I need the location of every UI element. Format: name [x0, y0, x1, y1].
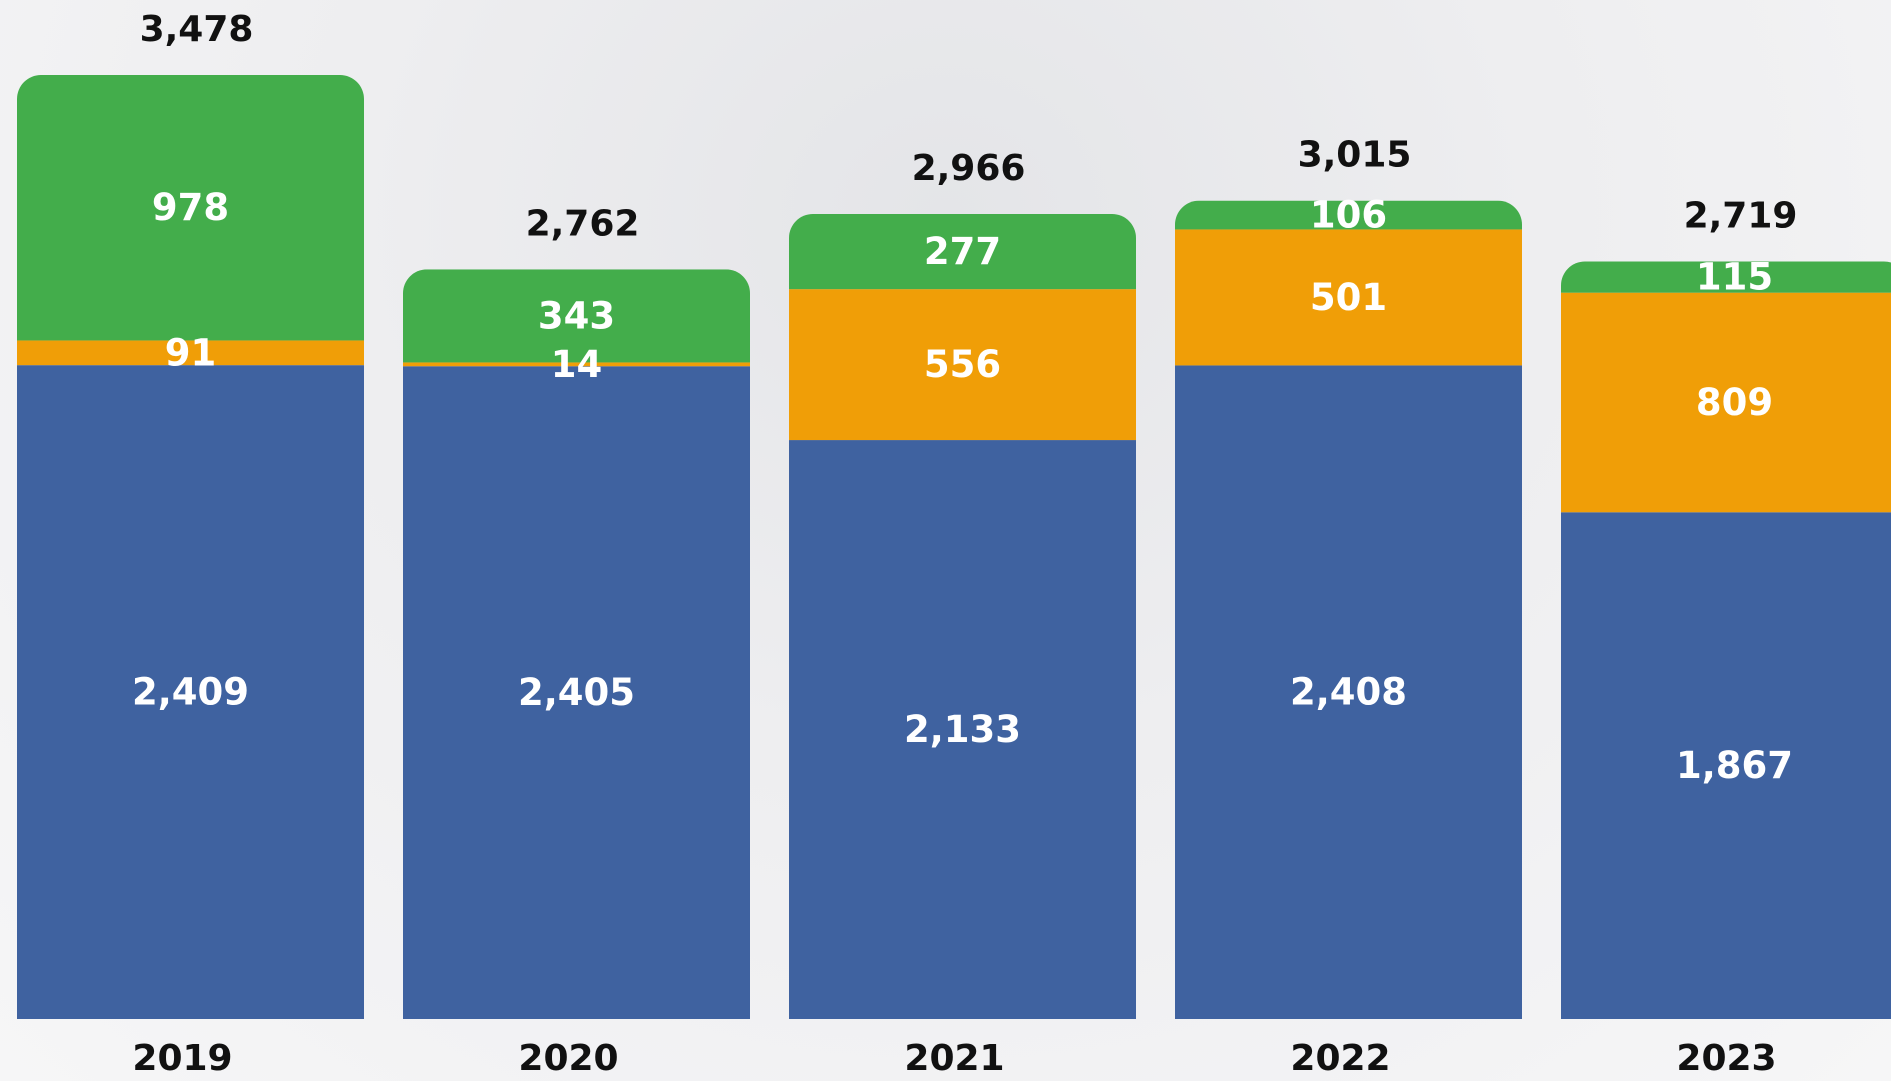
- bar-stack: [1561, 261, 1891, 1019]
- total-label: 2,719: [1684, 195, 1798, 236]
- value-label: 2,405: [518, 671, 635, 714]
- value-label: 556: [924, 343, 1001, 386]
- x-tick-label: 2020: [518, 1038, 618, 1079]
- value-label: 1,867: [1676, 744, 1793, 787]
- x-tick-label: 2022: [1290, 1038, 1390, 1079]
- value-label: 2,409: [132, 671, 249, 714]
- value-label: 501: [1310, 276, 1387, 319]
- value-label: 277: [924, 230, 1001, 273]
- value-label: 809: [1696, 381, 1773, 424]
- value-label: 2,133: [904, 708, 1021, 751]
- bar-stack: [1175, 201, 1522, 1019]
- x-tick-label: 2019: [132, 1038, 232, 1079]
- total-label: 3,478: [140, 9, 254, 50]
- total-label: 2,762: [526, 203, 640, 244]
- value-label: 978: [152, 186, 229, 229]
- value-label: 343: [538, 294, 615, 337]
- total-label: 2,966: [912, 148, 1026, 189]
- x-tick-label: 2021: [904, 1038, 1004, 1079]
- value-label: 106: [1310, 194, 1387, 237]
- page: {"chart_data": {"type": "stacked-bar", "…: [0, 0, 1891, 1081]
- bar-stack: [789, 214, 1136, 1019]
- total-label: 3,015: [1298, 135, 1412, 176]
- chart: 2,409 91 978 3,478 2019 2,405 14 343 2,762 2020 2,…: [0, 0, 1891, 1081]
- value-label: 115: [1696, 256, 1773, 299]
- x-tick-label: 2023: [1676, 1038, 1776, 1079]
- value-label: 2,408: [1290, 671, 1407, 714]
- value-label: 91: [165, 331, 217, 374]
- value-label: 14: [551, 343, 603, 386]
